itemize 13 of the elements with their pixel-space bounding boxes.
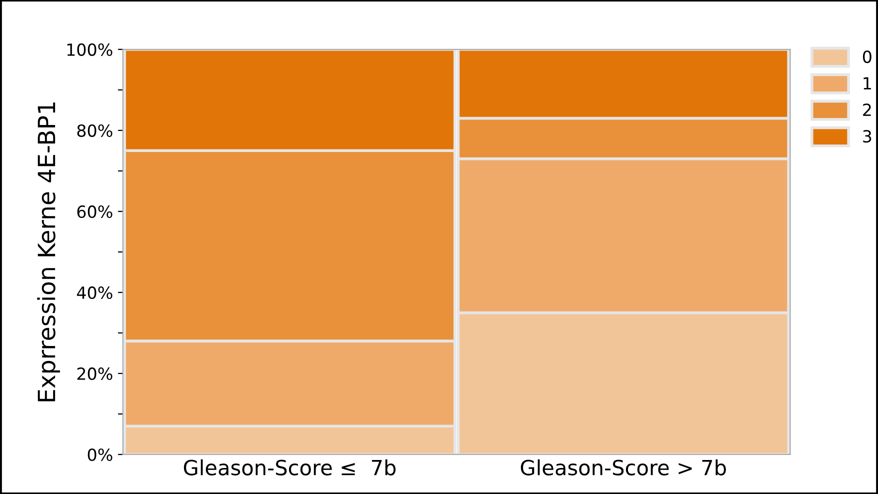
legend-label: 1 bbox=[864, 77, 871, 90]
y-tick-label: 80% bbox=[77, 124, 112, 137]
y-tick-label: 60% bbox=[77, 205, 112, 218]
y-axis-title: Exprression Kerne 4E-BP1 bbox=[37, 102, 60, 402]
legend-label: 2 bbox=[863, 103, 871, 116]
x-tick-label: Gleason-Score ≤ 7b bbox=[184, 459, 396, 476]
x-tick-label: Gleason-Score > 7b bbox=[520, 459, 726, 476]
legend-label: 0 bbox=[862, 50, 872, 64]
legend-label: 3 bbox=[863, 130, 872, 143]
y-tick-label: 100% bbox=[67, 43, 112, 56]
y-tick-label: 20% bbox=[77, 367, 112, 380]
y-tick-label: 0% bbox=[88, 448, 112, 462]
y-tick-label: 40% bbox=[76, 286, 112, 300]
